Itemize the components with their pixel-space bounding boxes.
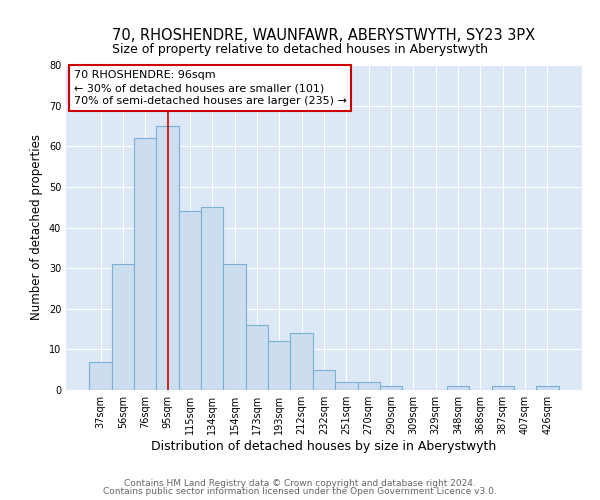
Bar	[335, 382, 358, 390]
X-axis label: Distribution of detached houses by size in Aberystwyth: Distribution of detached houses by size …	[151, 440, 497, 453]
Bar	[223, 264, 246, 390]
Text: Size of property relative to detached houses in Aberystwyth: Size of property relative to detached ho…	[112, 42, 488, 56]
Bar	[134, 138, 157, 390]
Bar	[447, 386, 469, 390]
Bar	[201, 207, 223, 390]
Bar	[358, 382, 380, 390]
Bar	[268, 341, 290, 390]
Bar	[112, 264, 134, 390]
Bar	[313, 370, 335, 390]
Y-axis label: Number of detached properties: Number of detached properties	[30, 134, 43, 320]
Bar	[290, 333, 313, 390]
Title: 70, RHOSHENDRE, WAUNFAWR, ABERYSTWYTH, SY23 3PX: 70, RHOSHENDRE, WAUNFAWR, ABERYSTWYTH, S…	[112, 28, 536, 43]
Bar	[536, 386, 559, 390]
Bar	[246, 325, 268, 390]
Text: 70 RHOSHENDRE: 96sqm
← 30% of detached houses are smaller (101)
70% of semi-deta: 70 RHOSHENDRE: 96sqm ← 30% of detached h…	[74, 70, 347, 106]
Bar	[179, 211, 201, 390]
Bar	[89, 362, 112, 390]
Text: Contains HM Land Registry data © Crown copyright and database right 2024.: Contains HM Land Registry data © Crown c…	[124, 478, 476, 488]
Text: Contains public sector information licensed under the Open Government Licence v3: Contains public sector information licen…	[103, 487, 497, 496]
Bar	[157, 126, 179, 390]
Bar	[380, 386, 402, 390]
Bar	[491, 386, 514, 390]
